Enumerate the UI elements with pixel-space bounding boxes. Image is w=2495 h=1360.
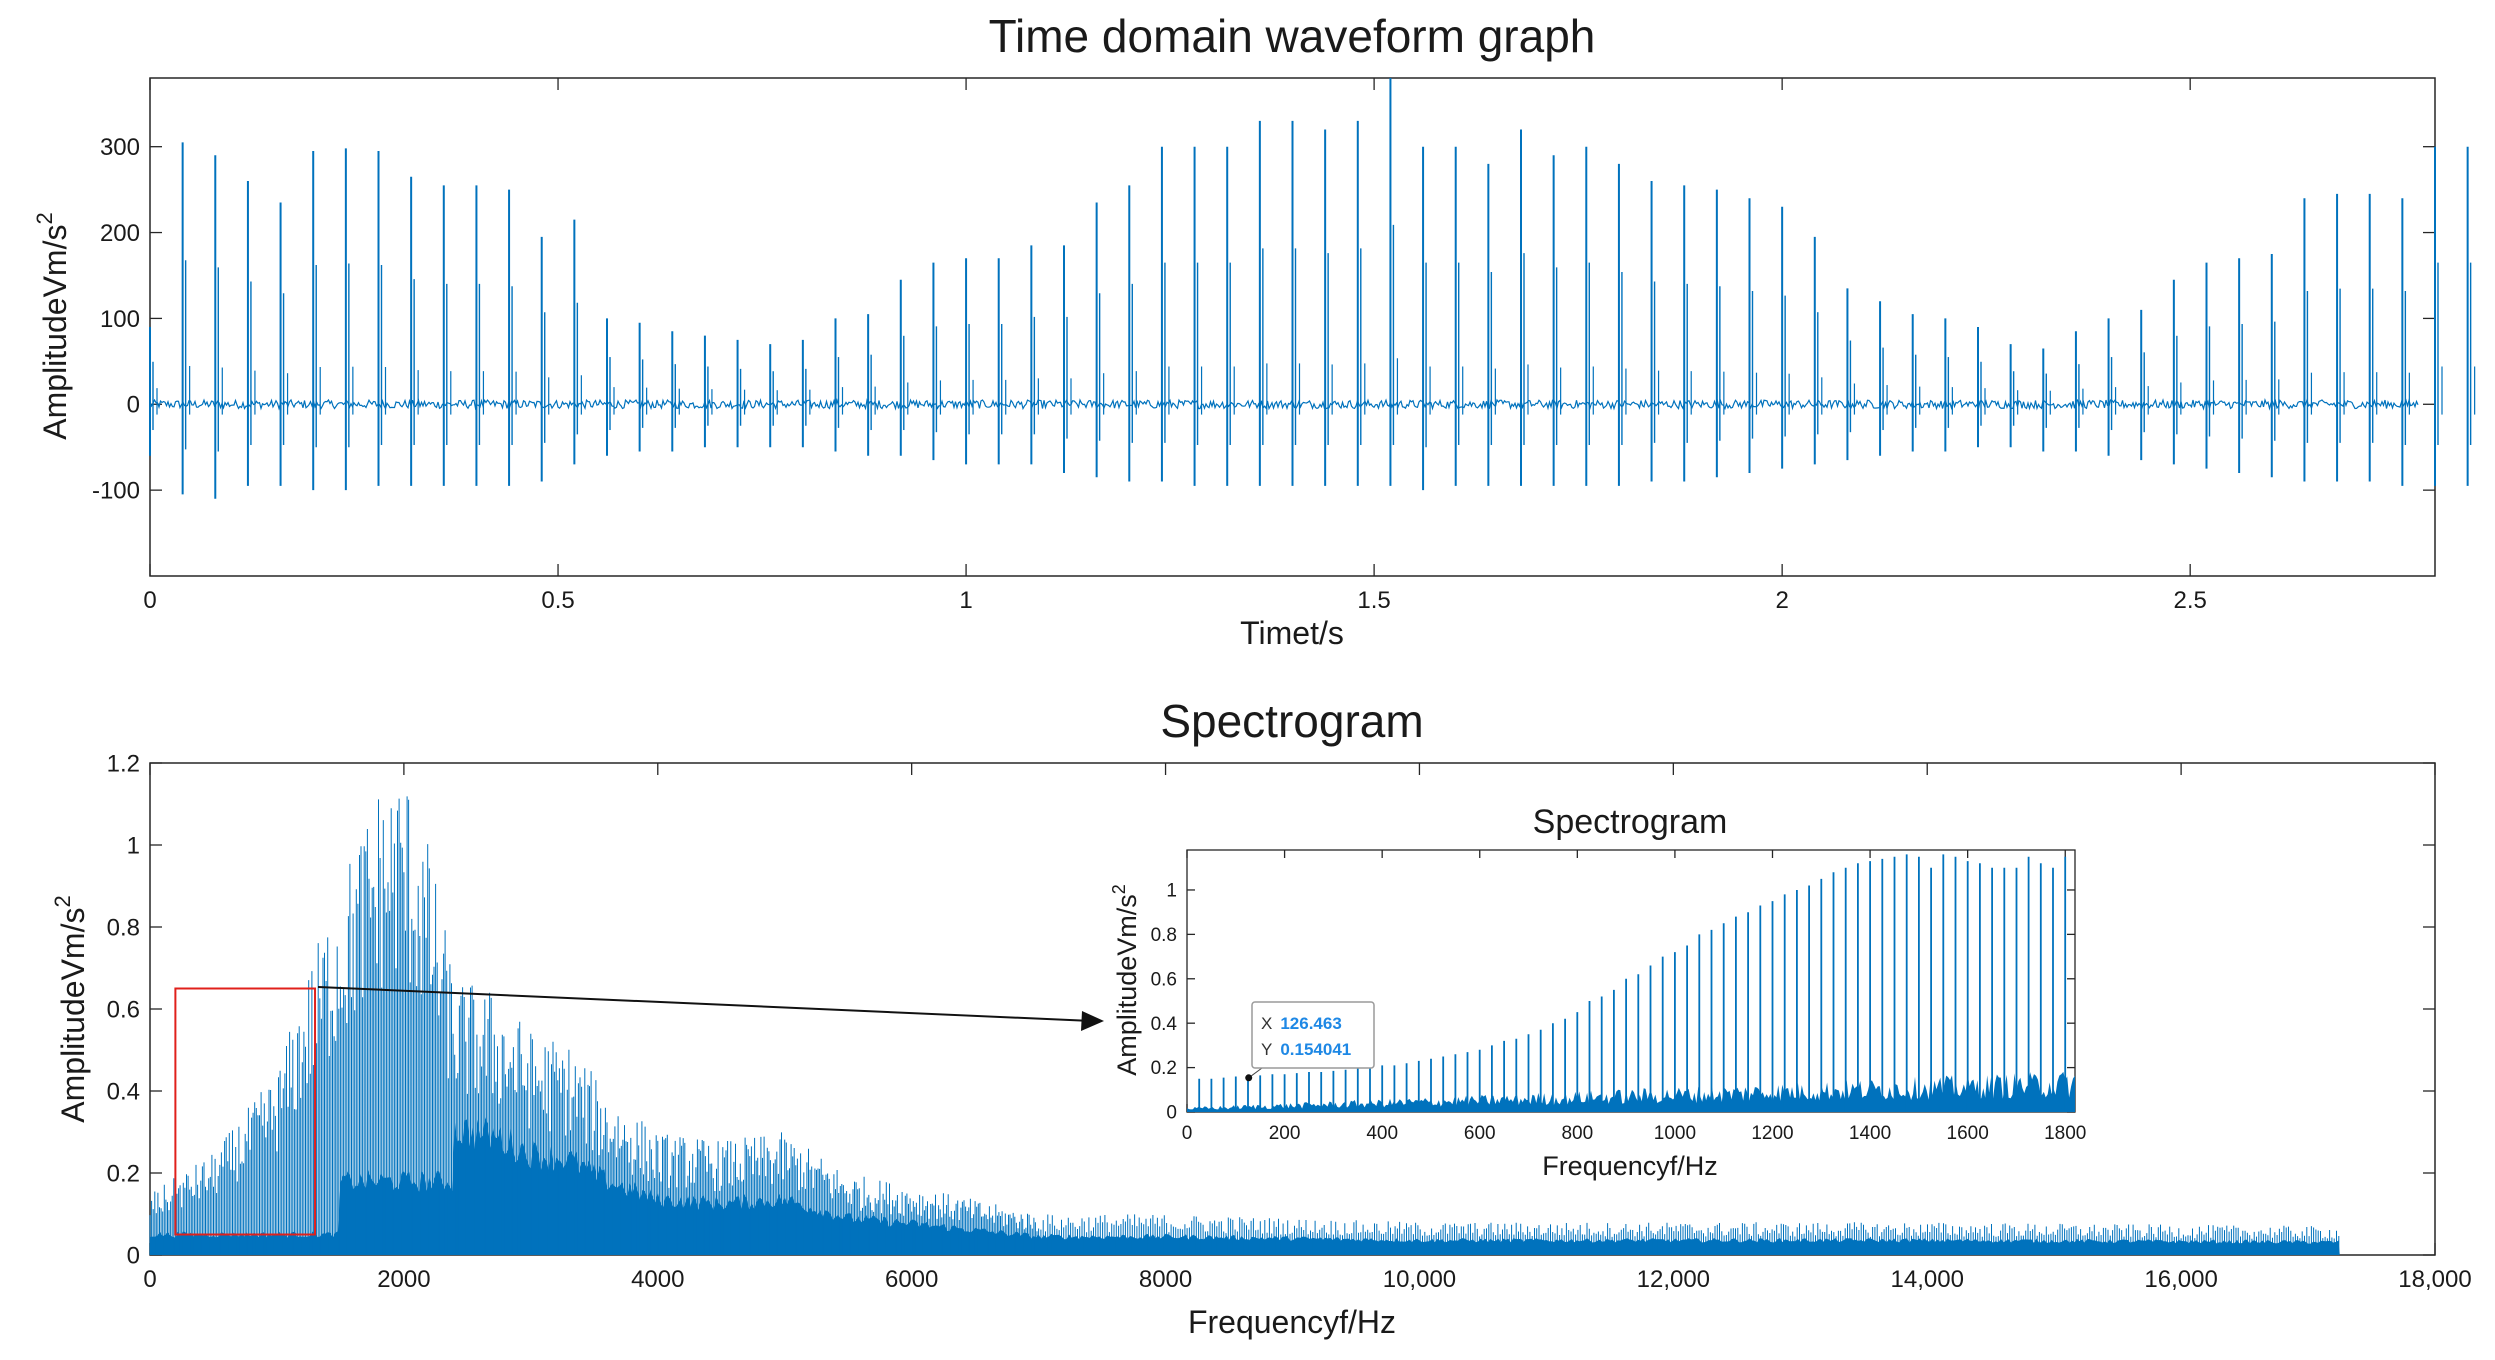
time-xtick-label: 2: [1775, 587, 1788, 614]
inset-xtick-label: 1600: [1947, 1123, 1989, 1144]
datatip-y-label: Y: [1261, 1040, 1272, 1059]
inset-spectrum-chart: Spectrogram 0 200 400 600 800 1000 1200 1400 160…: [1109, 803, 2086, 1181]
spec-ytick-label: 0.6: [107, 996, 140, 1023]
datatip-x-row: X 126.463: [1261, 1014, 1342, 1033]
time-ytick-labels: -100 0 100 200 300: [92, 134, 140, 504]
inset-ytick-label: 1: [1166, 881, 1177, 902]
inset-harmonics: [1198, 854, 2067, 1112]
time-ytick-label: 200: [100, 220, 140, 247]
datatip-box[interactable]: [1251, 1001, 1375, 1069]
time-domain-chart: Time domain waveform graph 0 0.5 1 1.5 2 2.5 …: [32, 10, 2476, 651]
time-xtick-label: 2.5: [2173, 587, 2206, 614]
time-y-axis-label-text: AmplitudeVm/s: [37, 225, 73, 440]
inset-xtick-label: 1200: [1751, 1123, 1793, 1144]
inset-ytick-label: 0.6: [1151, 969, 1177, 990]
spectrum-ytick-labels: 0 0.2 0.4 0.6 0.8 1 1.2: [107, 750, 140, 1269]
inset-xtick-label: 600: [1464, 1123, 1496, 1144]
spectrum-y-axis-label: AmplitudeVm/s2: [50, 895, 91, 1122]
spec-xtick-label: 18,000: [2398, 1266, 2471, 1293]
spectrum-y-axis-label-text: AmplitudeVm/s: [55, 908, 91, 1123]
inset-y-axis-label: AmplitudeVm/s2: [1109, 884, 1142, 1076]
time-xtick-label: 0: [143, 587, 156, 614]
inset-ytick-label: 0.2: [1151, 1058, 1177, 1079]
spec-xtick-label: 10,000: [1383, 1266, 1456, 1293]
time-xtick-labels: 0 0.5 1 1.5 2 2.5: [143, 587, 2207, 614]
spec-ytick-label: 0.2: [107, 1160, 140, 1187]
inset-y-axis-label-text: AmplitudeVm/s: [1112, 894, 1142, 1076]
time-impulses: [149, 78, 2476, 499]
inset-xtick-label: 400: [1366, 1123, 1398, 1144]
spec-xtick-label: 4000: [631, 1266, 684, 1293]
spec-xtick-label: 2000: [377, 1266, 430, 1293]
inset-xtick-label: 200: [1269, 1123, 1301, 1144]
time-axes: [149, 78, 2435, 576]
inset-xtick-label: 1000: [1654, 1123, 1696, 1144]
inset-xtick-labels: 0 200 400 600 800 1000 1200 1400 1600 1800: [1182, 1123, 2087, 1144]
time-xtick-label: 1: [959, 587, 972, 614]
spectrum-x-axis-label: Frequencyf/Hz: [1188, 1304, 1396, 1340]
inset-noise-band: [1187, 1071, 2075, 1112]
spectrum-chart-title: Spectrogram: [1160, 695, 1423, 747]
spec-ytick-label: 0: [127, 1242, 140, 1269]
zoom-arrow-line: [317, 986, 1093, 1022]
spec-ytick-label: 1.2: [107, 750, 140, 777]
inset-xtick-label: 1800: [2044, 1123, 2086, 1144]
inset-ytick-labels: 0 0.2 0.4 0.6 0.8 1: [1151, 881, 1178, 1124]
inset-xtick-label: 800: [1561, 1123, 1593, 1144]
zoom-arrow: [317, 986, 1104, 1031]
time-y-axis-label: AmplitudeVm/s2: [32, 212, 73, 439]
spec-xtick-label: 12,000: [1637, 1266, 1710, 1293]
time-xtick-label: 0.5: [541, 587, 574, 614]
inset-y-axis-label-sup: 2: [1109, 884, 1129, 894]
datatip-x-label: X: [1261, 1014, 1272, 1033]
spec-xtick-label: 0: [143, 1266, 156, 1293]
spec-xtick-label: 6000: [885, 1266, 938, 1293]
spec-ytick-label: 1: [127, 832, 140, 859]
inset-ytick-label: 0.4: [1151, 1014, 1178, 1035]
inset-x-axis-label: Frequencyf/Hz: [1542, 1151, 1718, 1181]
spectrum-xtick-labels: 0 2000 4000 6000 8000 10,000 12,000 14,000 16,00…: [143, 1266, 2471, 1293]
time-ytick-label: 0: [127, 392, 140, 419]
spec-ytick-label: 0.4: [107, 1078, 140, 1105]
time-x-axis-label: Timet/s: [1240, 615, 1344, 651]
inset-chart-title: Spectrogram: [1533, 803, 1728, 841]
time-chart-title: Time domain waveform graph: [989, 10, 1596, 62]
inset-ytick-label: 0: [1166, 1103, 1177, 1124]
inset-ytick-label: 0.8: [1151, 925, 1177, 946]
spec-ytick-label: 0.8: [107, 914, 140, 941]
zoom-arrow-head: [1081, 1011, 1104, 1031]
spectrum-y-axis-label-sup: 2: [50, 895, 75, 907]
time-ytick-label: 100: [100, 306, 140, 333]
spec-xtick-label: 14,000: [1891, 1266, 1964, 1293]
time-xtick-label: 1.5: [1357, 587, 1390, 614]
spectrum-spikes: [149, 796, 2340, 1255]
spec-xtick-label: 16,000: [2144, 1266, 2217, 1293]
time-ytick-label: -100: [92, 478, 140, 505]
inset-plot-area: [1186, 849, 2076, 1113]
time-noise-line: [149, 397, 2419, 411]
time-y-axis-label-sup: 2: [32, 212, 57, 224]
zoom-region-box: [174, 987, 317, 1236]
inset-xtick-label: 1400: [1849, 1123, 1891, 1144]
time-ytick-label: 300: [100, 134, 140, 161]
spec-xtick-label: 8000: [1139, 1266, 1192, 1293]
datatip-marker[interactable]: [1245, 1074, 1253, 1082]
datatip-y-row: Y 0.154041: [1261, 1040, 1351, 1059]
inset-xtick-label: 0: [1182, 1123, 1193, 1144]
inset-harmonic-lines: [1198, 854, 2067, 1112]
spectrum-line: [149, 796, 2340, 1255]
datatip-y-value: 0.154041: [1280, 1040, 1351, 1059]
datatip[interactable]: X 126.463 Y 0.154041: [1245, 1001, 1375, 1082]
datatip-x-value: 126.463: [1280, 1014, 1341, 1033]
